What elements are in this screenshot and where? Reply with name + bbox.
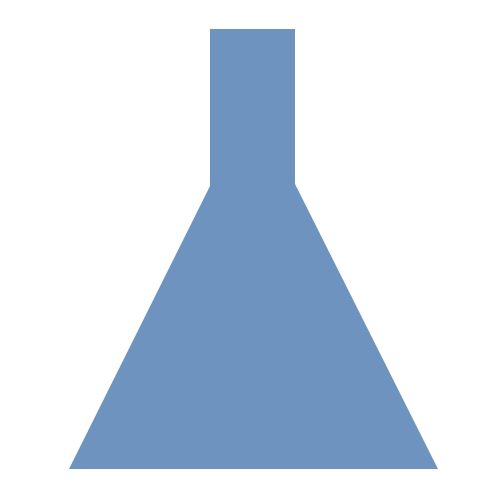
flask-shape [69, 29, 438, 469]
